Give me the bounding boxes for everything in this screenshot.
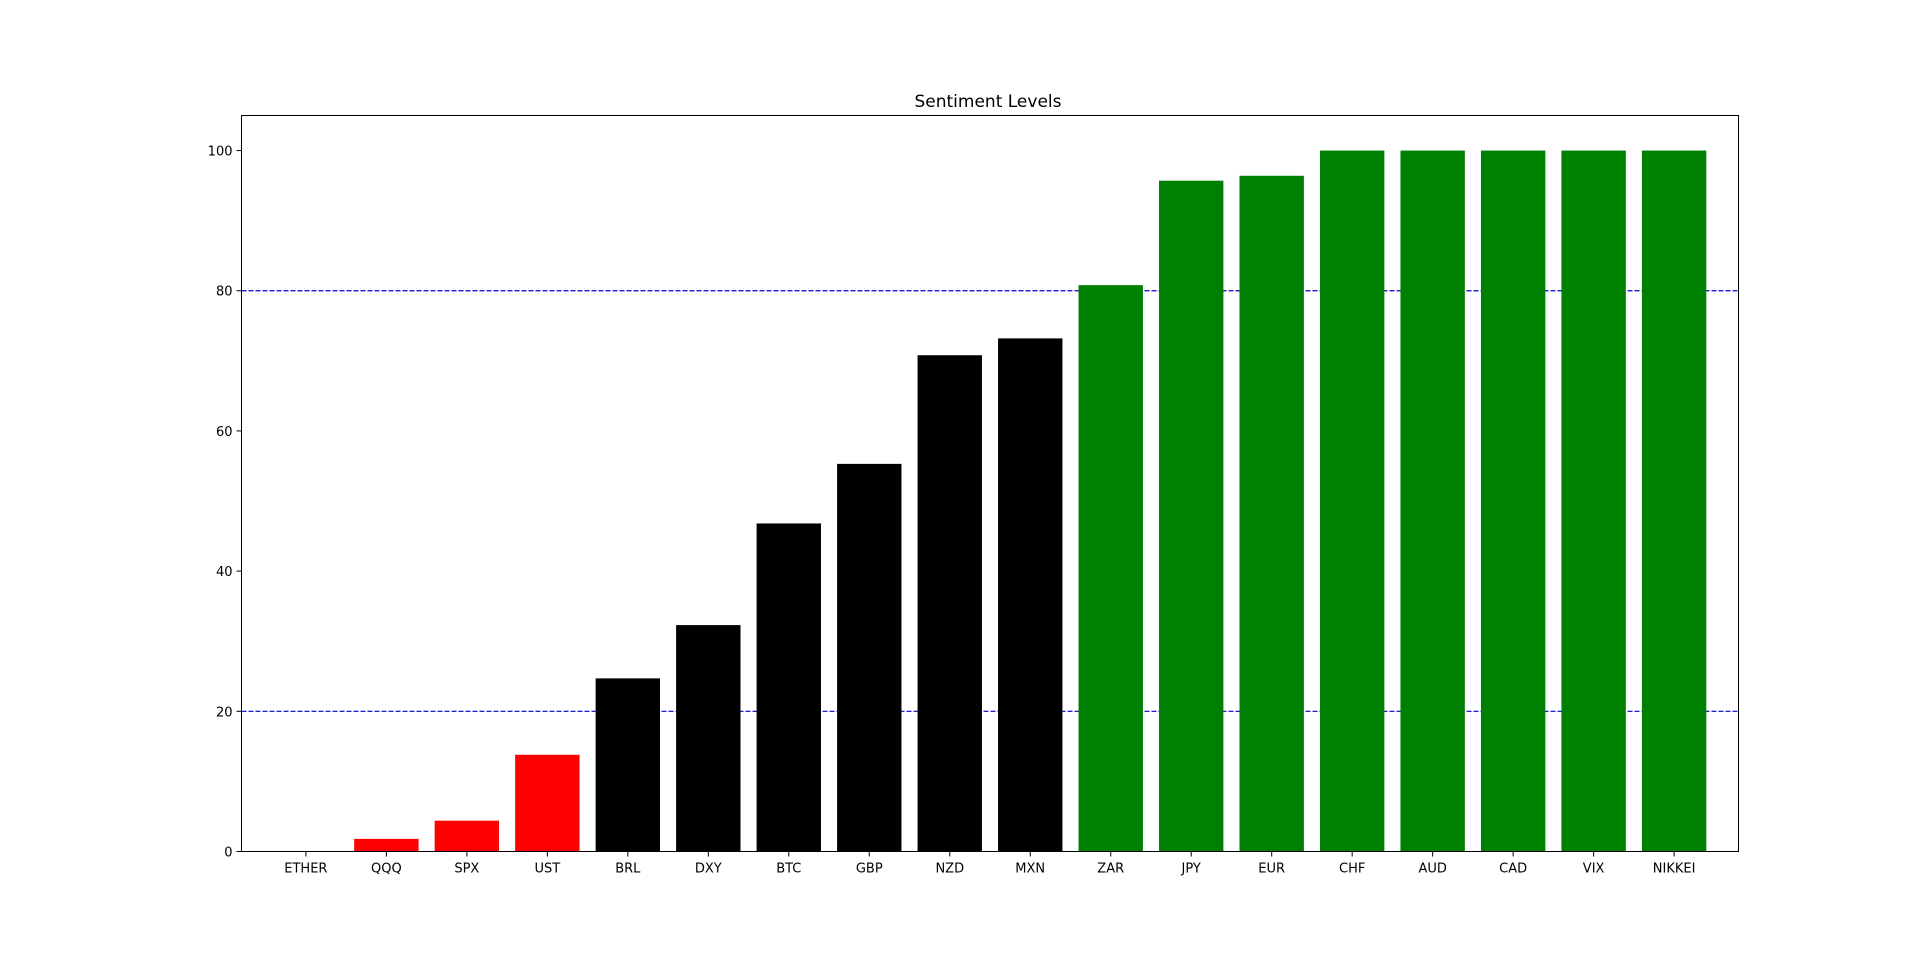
- bar-dxy: [676, 625, 741, 852]
- bar-vix: [1561, 150, 1626, 852]
- x-tick-label: CAD: [1499, 862, 1527, 877]
- bar-ust: [515, 754, 580, 852]
- y-tick-label: 60: [216, 425, 233, 440]
- x-tick-label: GBP: [856, 862, 883, 877]
- bar-spx: [434, 820, 500, 852]
- bar-chf: [1319, 150, 1385, 852]
- x-tick-label: AUD: [1418, 862, 1446, 877]
- bar-nzd: [917, 355, 982, 852]
- x-tick-label: DXY: [695, 862, 722, 877]
- y-tick-label: 80: [216, 285, 233, 300]
- bar-aud: [1400, 150, 1465, 852]
- plot-frame: [241, 115, 1739, 852]
- x-tick-label: VIX: [1583, 862, 1605, 877]
- x-tick-label: SPX: [454, 862, 479, 877]
- bar-btc: [756, 523, 821, 852]
- y-axis-ticks: 0 20 40 60 80 100: [208, 145, 242, 861]
- bars: [354, 150, 1707, 852]
- y-tick-label: 100: [208, 145, 233, 160]
- x-tick-label: JPY: [1181, 862, 1201, 877]
- bar-nikkei: [1641, 150, 1707, 852]
- bar-brl: [595, 678, 661, 852]
- x-tick-label: CHF: [1339, 862, 1365, 877]
- x-tick-label: MXN: [1015, 862, 1045, 877]
- x-tick-label: ZAR: [1097, 862, 1124, 877]
- bar-eur: [1239, 175, 1304, 852]
- x-tick-label: BTC: [776, 862, 801, 877]
- x-tick-label: NZD: [935, 862, 964, 877]
- x-tick-label: NIKKEI: [1653, 862, 1696, 877]
- x-tick-label: BRL: [615, 862, 641, 877]
- chart-title: Sentiment Levels: [914, 92, 1061, 112]
- bar-jpy: [1159, 180, 1224, 852]
- x-axis-ticks: ETHER QQQ SPX UST BRL DXY BTC GBP NZD MXN ZAR JPY EU…: [284, 851, 1696, 877]
- x-tick-label: ETHER: [284, 862, 327, 877]
- y-tick-label: 40: [216, 565, 233, 580]
- bar-qqq: [354, 838, 419, 852]
- y-tick-label: 20: [216, 705, 233, 720]
- bar-gbp: [837, 463, 902, 852]
- x-tick-label: QQQ: [371, 862, 402, 877]
- y-tick-label: 0: [224, 846, 232, 861]
- bar-cad: [1480, 150, 1546, 852]
- bar-zar: [1078, 285, 1143, 852]
- x-tick-label: EUR: [1258, 862, 1285, 877]
- x-tick-label: UST: [534, 862, 560, 877]
- bar-mxn: [998, 338, 1063, 852]
